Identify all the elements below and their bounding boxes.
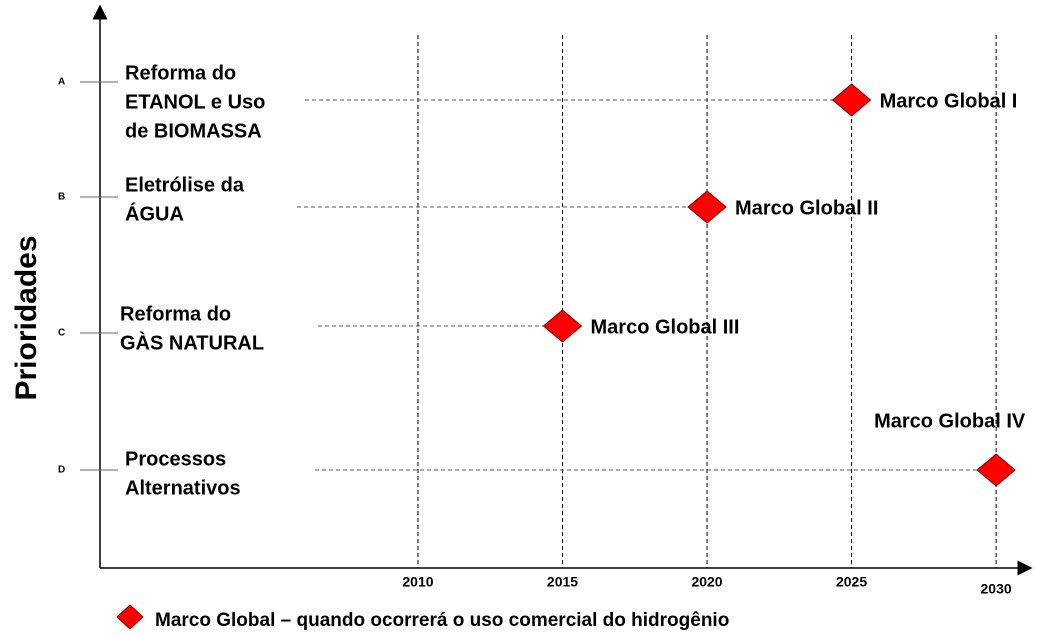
legend-text: Marco Global – quando ocorrerá o uso com…	[155, 610, 729, 631]
y-tick-label: C	[58, 328, 65, 339]
y-axis-title: Prioridades	[10, 235, 43, 400]
category-label: ÁGUA	[125, 202, 184, 225]
y-tick-label: B	[58, 192, 65, 203]
category-label: Reforma do	[120, 303, 231, 325]
x-tick-label: 2030	[981, 581, 1012, 597]
point-label: Marco Global IV	[874, 410, 1026, 432]
category-label: ETANOL e Uso	[125, 91, 265, 113]
category-label: de BIOMASSA	[125, 120, 262, 142]
y-tick-label: D	[58, 465, 65, 476]
point-label: Marco Global III	[591, 316, 740, 338]
category-label: Alternativos	[125, 477, 241, 499]
marker	[831, 83, 872, 117]
marker	[976, 453, 1016, 487]
point-label: Marco Global I	[880, 90, 1018, 112]
x-tick-label: 2020	[691, 574, 722, 590]
category-label: GÀS NATURAL	[120, 331, 264, 354]
legend-marker	[116, 604, 144, 630]
category-label: Processos	[125, 448, 226, 470]
point-label: Marco Global II	[735, 197, 878, 219]
x-tick-label: 2015	[547, 574, 578, 590]
category-label: Eletrólise da	[125, 174, 245, 196]
category-label: Reforma do	[125, 62, 236, 84]
marker	[542, 309, 583, 343]
x-tick-label: 2025	[836, 574, 867, 590]
y-tick-label: A	[58, 77, 65, 88]
marker	[687, 190, 727, 224]
x-tick-label: 2010	[402, 574, 433, 590]
